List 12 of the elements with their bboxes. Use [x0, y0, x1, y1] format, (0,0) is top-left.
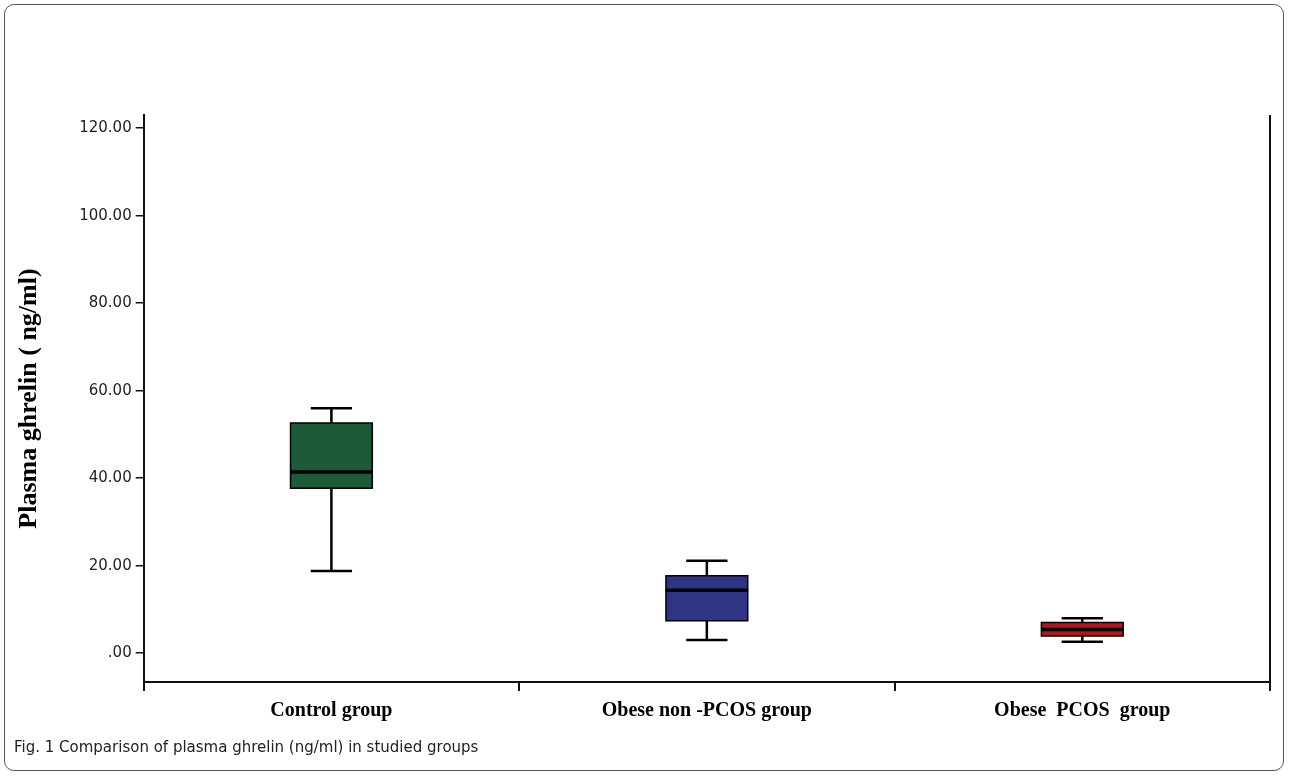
y-tick-label: .00 — [107, 643, 132, 662]
y-tick-label: 40.00 — [88, 468, 132, 487]
y-axis-title: Plasma ghrelin ( ng/ml) — [13, 268, 43, 529]
y-tick-label: 20.00 — [88, 555, 132, 574]
y-tick-label: 80.00 — [88, 293, 132, 312]
x-tick-label: Obese PCOS group — [994, 698, 1171, 722]
caption: Fig. 1 Comparison of plasma ghrelin (ng/ml) in studied groups — [14, 738, 479, 756]
y-tick-label: 60.00 — [88, 380, 132, 399]
y-tick-label: 120.00 — [79, 118, 132, 137]
x-tick-label: Control group — [270, 698, 393, 722]
y-tick-label: 100.00 — [79, 205, 132, 224]
x-tick-label: Obese non -PCOS group — [601, 698, 812, 722]
